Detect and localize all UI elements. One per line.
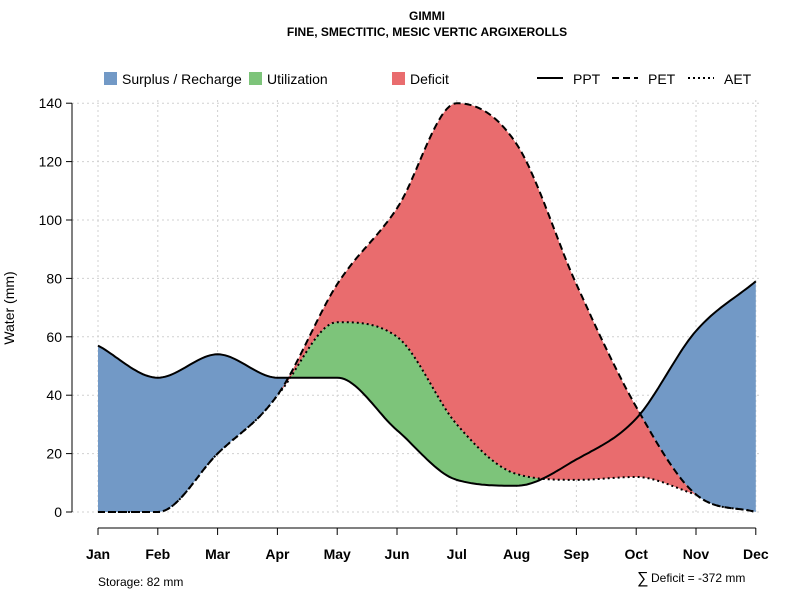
deficit-symbol: ∑ xyxy=(637,570,648,587)
series-line-ppt xyxy=(97,280,757,487)
legend-swatch-deficit xyxy=(392,72,405,85)
y-tick-label-60: 60 xyxy=(46,329,62,345)
legend: Surplus / Recharge Utilization Deficit P… xyxy=(104,71,752,87)
x-tick-label-apr: Apr xyxy=(265,546,290,562)
legend-swatch-utilization xyxy=(249,72,262,85)
legend-label-deficit: Deficit xyxy=(410,71,449,87)
y-tick-label-120: 120 xyxy=(39,154,63,170)
y-tick-label-80: 80 xyxy=(46,270,62,286)
area-surplus-recharge xyxy=(98,103,756,512)
x-tick-label-feb: Feb xyxy=(145,546,170,562)
series-line-aet xyxy=(98,321,757,513)
x-tick-label-jan: Jan xyxy=(86,546,110,562)
y-axis-title: Water (mm) xyxy=(1,271,17,344)
x-tick-label-jul: Jul xyxy=(447,546,467,562)
x-tick-label-aug: Aug xyxy=(503,546,530,562)
legend-label-utilization: Utilization xyxy=(267,71,328,87)
legend-label-pet: PET xyxy=(648,71,676,87)
series-line-pet xyxy=(98,102,757,513)
axes: 0 20 40 60 80 100 120 140 Jan Feb Mar Apr May Jun Jul A… xyxy=(39,95,769,562)
y-tick-label-40: 40 xyxy=(46,387,62,403)
y-tick-label-140: 140 xyxy=(39,95,63,111)
chart-title: GIMMI xyxy=(409,9,445,23)
y-tick-label-100: 100 xyxy=(39,212,63,228)
legend-label-surplus: Surplus / Recharge xyxy=(122,71,242,87)
x-tick-label-dec: Dec xyxy=(743,546,769,562)
x-tick-label-may: May xyxy=(324,546,351,562)
deficit-note: Deficit = -372 mm xyxy=(651,571,745,585)
x-tick-label-mar: Mar xyxy=(205,546,230,562)
legend-label-aet: AET xyxy=(724,71,752,87)
area-utilization xyxy=(98,281,756,486)
storage-note: Storage: 82 mm xyxy=(98,575,183,589)
x-tick-label-jun: Jun xyxy=(385,546,410,562)
x-tick-label-sep: Sep xyxy=(564,546,590,562)
area-fills xyxy=(98,103,756,512)
legend-label-ppt: PPT xyxy=(573,71,601,87)
area-deficit xyxy=(98,103,756,512)
chart-subtitle: FINE, SMECTITIC, MESIC VERTIC ARGIXEROLL… xyxy=(287,25,567,39)
y-tick-label-20: 20 xyxy=(46,446,62,462)
series-lines xyxy=(97,102,757,513)
x-tick-label-nov: Nov xyxy=(683,546,710,562)
y-tick-label-0: 0 xyxy=(54,504,62,520)
legend-swatch-surplus xyxy=(104,72,117,85)
x-tick-label-oct: Oct xyxy=(625,546,649,562)
